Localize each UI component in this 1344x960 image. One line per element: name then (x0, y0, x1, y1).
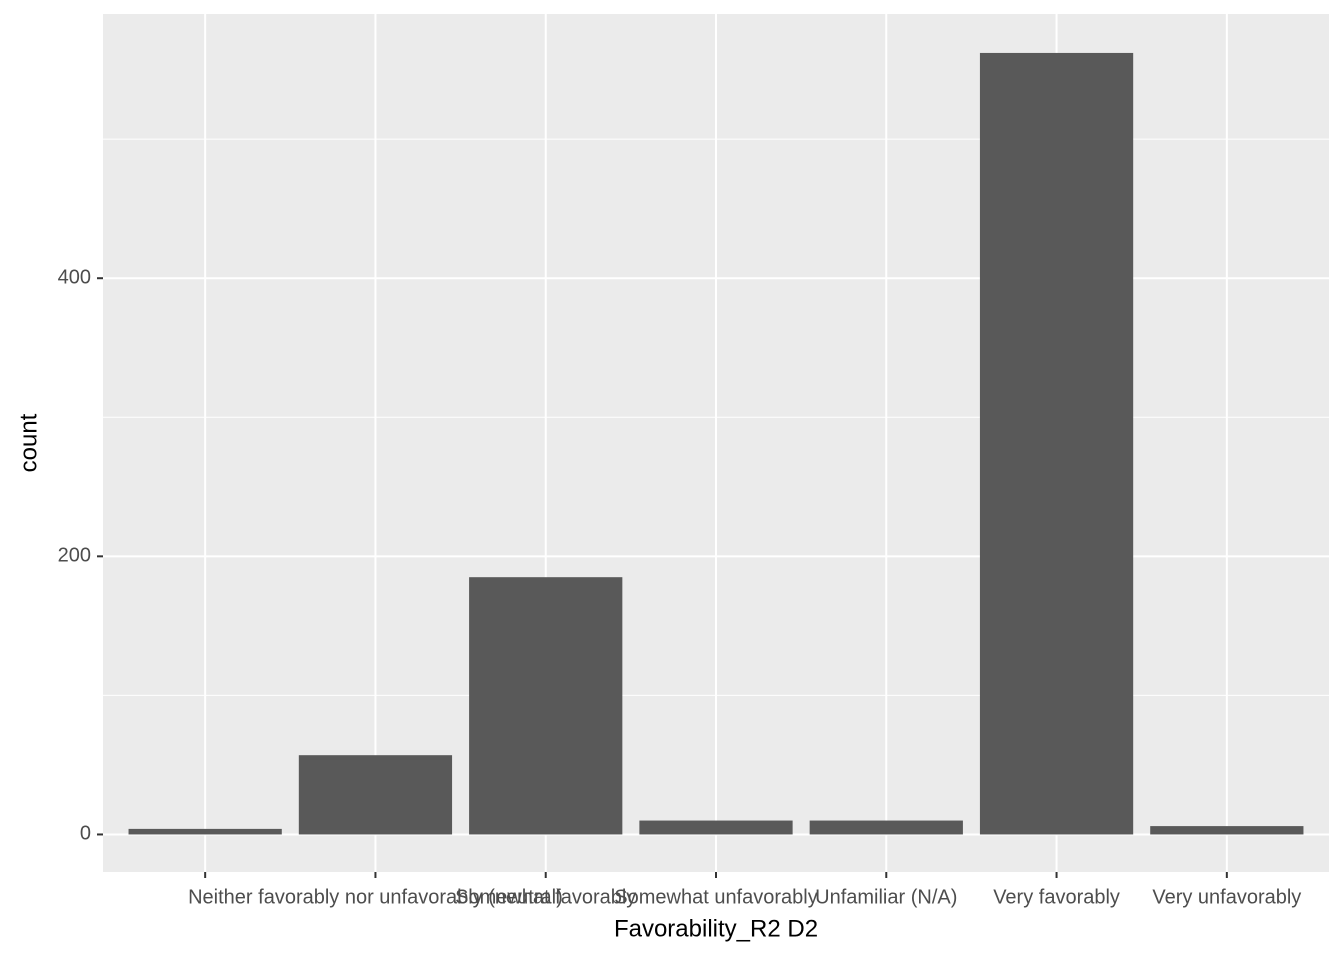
x-tick-label: Very favorably (993, 886, 1120, 908)
bar (979, 52, 1134, 835)
y-tick-label: 400 (58, 266, 91, 288)
x-tick-label: Somewhat unfavorably (614, 886, 817, 908)
x-tick-label: Somewhat favorably (455, 886, 636, 908)
bar (469, 577, 623, 835)
y-tick-label: 200 (58, 545, 91, 567)
x-tick-label: Very unfavorably (1152, 886, 1301, 908)
y-tick-label: 0 (80, 823, 91, 845)
bar (128, 828, 282, 835)
bar (298, 755, 453, 835)
x-axis-title: Favorability_R2 D2 (614, 915, 818, 942)
y-axis-title: count (15, 413, 42, 472)
bar (639, 820, 793, 835)
x-tick-label: Neither favorably nor unfavorably (neutr… (188, 886, 563, 908)
bar (809, 820, 963, 835)
bar (1150, 826, 1304, 835)
x-tick-label: Unfamiliar (N/A) (815, 886, 957, 908)
